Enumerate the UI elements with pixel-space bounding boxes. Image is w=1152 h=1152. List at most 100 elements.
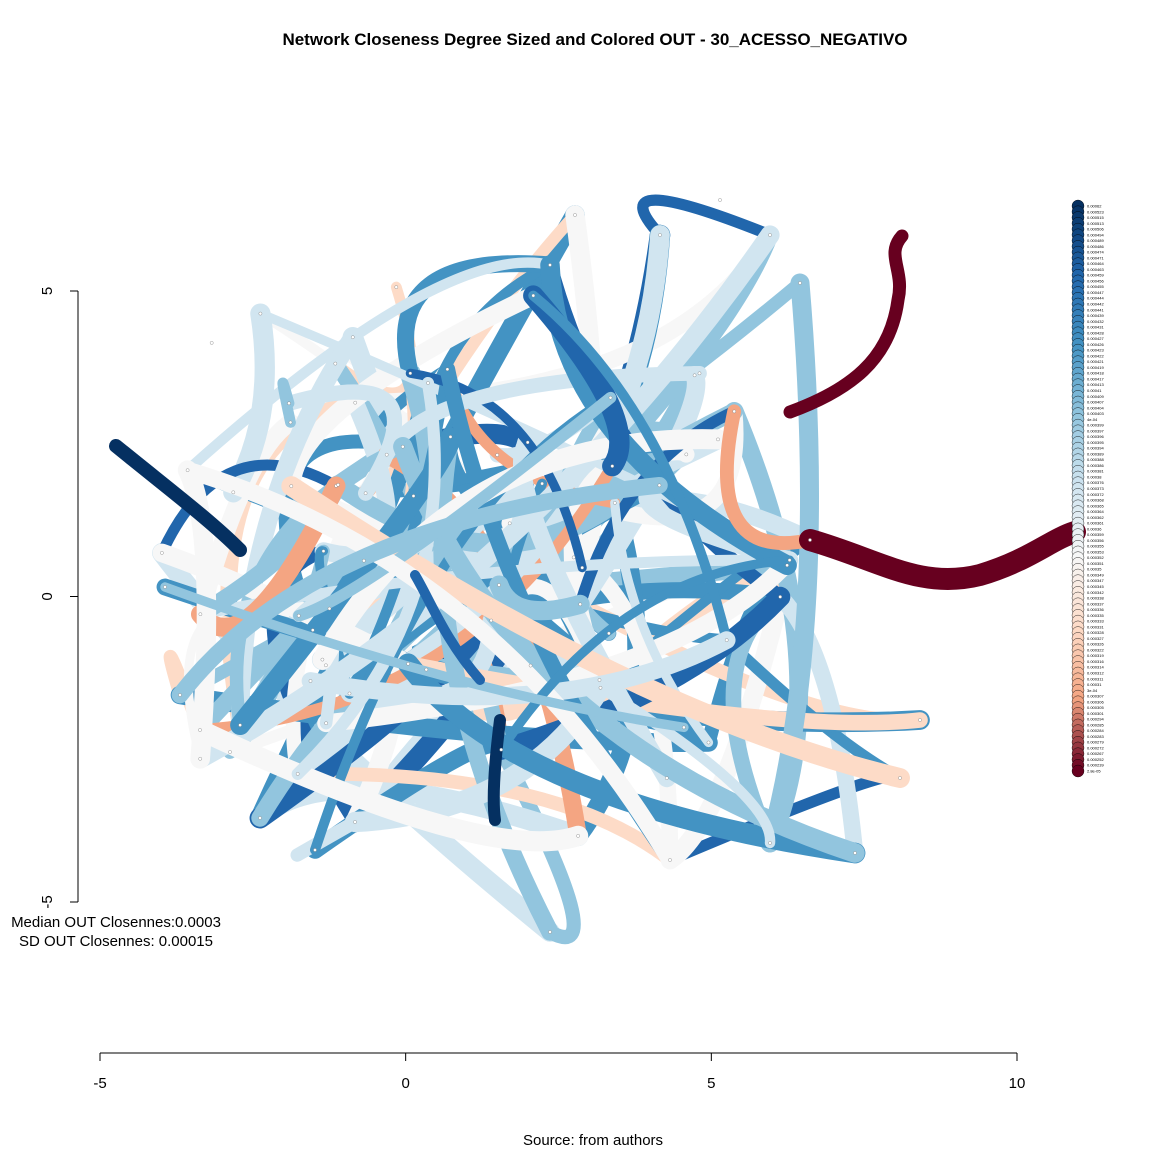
network-node (576, 834, 580, 838)
legend-label: 0.000355 (1087, 544, 1104, 549)
network-edge (189, 719, 589, 852)
network-node (718, 198, 722, 202)
legend-label: 0.000428 (1087, 330, 1104, 335)
network-edge (433, 428, 559, 941)
legend-label: 0.000389 (1087, 451, 1104, 456)
network-edge (487, 714, 506, 826)
network-node (540, 481, 544, 486)
legend-label: 0.000279 (1087, 740, 1104, 745)
legend-label: 0.000513 (1087, 221, 1104, 226)
legend-label: 0.000322 (1087, 647, 1104, 652)
x-tick-label: 5 (707, 1075, 715, 1092)
legend-label: 0.000471 (1087, 255, 1104, 260)
legend-label: 0.000338 (1087, 596, 1104, 601)
legend-label: 0.000523 (1087, 209, 1104, 214)
network-edge (379, 365, 707, 463)
legend-label: 0.000359 (1087, 532, 1104, 537)
legend-label: 0.000284 (1087, 728, 1104, 733)
legend-label: 0.000301 (1087, 711, 1104, 716)
network-edge (290, 815, 362, 862)
network-node (665, 776, 669, 780)
legend-label: 0.000364 (1087, 509, 1104, 514)
legend-label: 0.000456 (1087, 278, 1104, 283)
network-node (613, 501, 617, 505)
legend-label: 0.000352 (1087, 555, 1104, 560)
network-node (311, 628, 315, 632)
network-node (597, 678, 602, 682)
network-edge (156, 459, 342, 559)
legend-label: 0.000328 (1087, 630, 1104, 635)
network-node (308, 679, 313, 683)
network-node (198, 612, 203, 616)
network-node (426, 381, 430, 385)
legend-label: 0.000388 (1087, 457, 1104, 462)
legend-label: 0.000294 (1087, 717, 1104, 722)
median-closeness-label: Median OUT Closennes:0.0003 (11, 914, 221, 931)
network-node (384, 452, 389, 457)
legend-label: 0.000463 (1087, 267, 1104, 272)
legend-label: 0.000337 (1087, 601, 1104, 606)
network-node (353, 400, 357, 405)
network-node (394, 285, 399, 289)
network-node (288, 420, 293, 425)
legend-label: 0.000489 (1087, 238, 1104, 243)
legend-label: 0.000403 (1087, 411, 1104, 416)
legend-label: 0.000356 (1087, 538, 1104, 543)
network-node (724, 638, 729, 642)
legend-label: 0.00062 (1087, 204, 1102, 209)
network-node (499, 747, 503, 752)
legend-label: 0.000314 (1087, 665, 1104, 670)
network-edge (182, 257, 556, 476)
legend-label: 2.8e-05 (1087, 769, 1101, 774)
legend-label: 0.000319 (1087, 653, 1104, 658)
legend-label: 0.000307 (1087, 694, 1104, 699)
network-node (658, 233, 662, 237)
legend-label: 0.000305 (1087, 705, 1104, 710)
network-node (408, 371, 413, 376)
network-node (231, 490, 236, 495)
network-node (324, 721, 328, 725)
legend-label: 0.000316 (1087, 659, 1104, 664)
network-edge (293, 391, 617, 622)
network-node (445, 367, 450, 372)
network-node (684, 452, 689, 457)
network-node (808, 538, 812, 542)
legend-label: 0.000372 (1087, 492, 1104, 497)
network-node (424, 667, 429, 672)
network-node (697, 371, 702, 376)
legend-label: 0.000442 (1087, 302, 1104, 307)
network-edge (171, 476, 668, 704)
network-node (163, 585, 167, 589)
network-node (228, 750, 232, 754)
network-node (363, 491, 368, 495)
legend-label: 0.000427 (1087, 336, 1104, 341)
network-edge (230, 426, 461, 736)
network-edge (783, 229, 909, 419)
network-node (732, 409, 736, 414)
network-node (198, 728, 202, 732)
network-node (347, 691, 352, 696)
legend-label: 0.00035 (1087, 567, 1102, 572)
sd-closeness-label: SD OUT Closennes: 0.00015 (19, 933, 213, 950)
network-edge (408, 259, 556, 502)
network-node (333, 361, 338, 366)
legend-label: 0.000326 (1087, 642, 1104, 647)
legend-label: 0.000447 (1087, 290, 1104, 295)
legend-label: 3e-04 (1087, 688, 1098, 693)
legend-label: 0.000252 (1087, 757, 1104, 762)
legend-label: 0.00031 (1087, 682, 1102, 687)
legend-label: 0.000327 (1087, 636, 1104, 641)
legend-label: 0.000396 (1087, 434, 1104, 439)
network-node (853, 851, 857, 855)
legend-label: 0.000439 (1087, 313, 1104, 318)
network-node (668, 858, 672, 862)
legend-label: 0.000399 (1087, 423, 1104, 428)
legend-label: 0.000404 (1087, 405, 1104, 410)
legend-label: 0.000239 (1087, 763, 1104, 768)
network-node (185, 468, 190, 472)
network-node (198, 757, 202, 761)
network-node (785, 563, 789, 568)
network-node (353, 820, 357, 824)
network-edge (410, 570, 485, 685)
